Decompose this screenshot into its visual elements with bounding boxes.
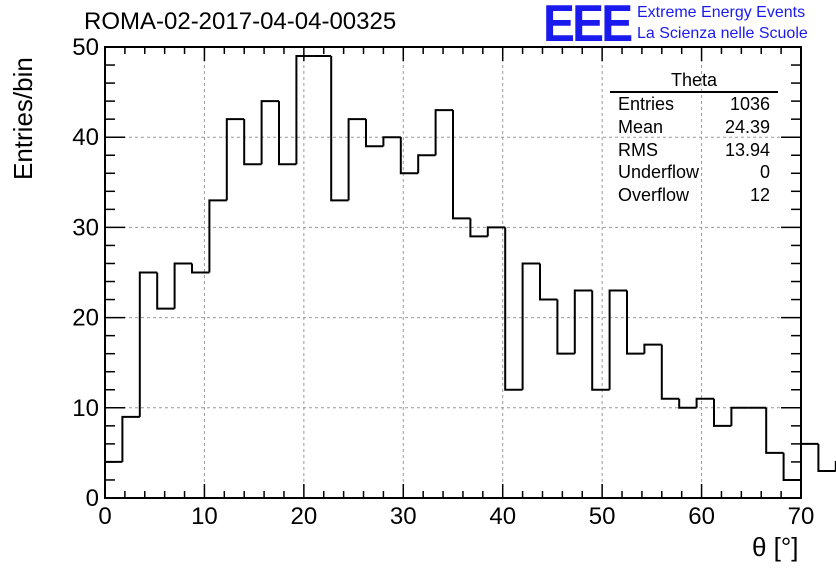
x-tick-label: 70 — [788, 503, 815, 530]
logo-line-2: La Scienza nelle Scuole — [637, 25, 808, 42]
histogram-bin — [678, 398, 697, 409]
plot-frame — [104, 46, 802, 499]
y-tick-label: 40 — [72, 124, 99, 151]
stats-value: 1036 — [729, 94, 770, 114]
histogram-bin — [208, 199, 227, 273]
stats-label: Overflow — [618, 185, 690, 206]
histogram-bin — [608, 289, 627, 390]
stats-value: 13.94 — [724, 139, 770, 160]
histogram-bin — [243, 119, 262, 166]
histogram-bin — [330, 56, 349, 202]
tick-labels: 0 10 20 30 40 50 60 70 0 10 20 30 40 50 — [72, 34, 814, 530]
y-tick-label: 30 — [72, 214, 99, 241]
x-tick-label: 30 — [390, 503, 417, 530]
histogram-bin — [156, 272, 175, 310]
stats-row: Mean 24.39 — [610, 116, 778, 139]
y-axis-label: Entries/bin — [8, 57, 38, 180]
histogram-bin — [643, 343, 662, 354]
stats-value: 0 — [759, 162, 770, 183]
histogram-bin — [591, 290, 610, 391]
x-tick-label: 0 — [98, 503, 111, 530]
histogram-bin — [817, 443, 836, 472]
histogram-bin — [191, 263, 210, 274]
histogram-bin — [260, 100, 279, 165]
histogram-bin — [121, 415, 140, 462]
histogram-bin — [295, 55, 314, 165]
y-tick-label: 20 — [72, 305, 99, 332]
stats-box: Theta Entries 1036 Mean 24.39 RMS 13.94 … — [610, 70, 778, 207]
x-tick-label: 20 — [291, 503, 318, 530]
histogram-bin — [573, 289, 593, 354]
x-tick-label: 50 — [589, 503, 616, 530]
stats-value: 12 — [749, 185, 770, 206]
x-axis-label: θ [°] — [752, 532, 799, 562]
stats-row: Underflow 0 — [610, 161, 778, 184]
histogram-bin — [382, 136, 401, 147]
histogram-bin — [556, 299, 575, 355]
histogram-bin — [138, 271, 158, 417]
histogram-bin — [365, 119, 384, 148]
histogram-bin — [417, 154, 436, 174]
histogram-bin — [782, 452, 801, 481]
histogram-bars — [104, 55, 836, 498]
histogram-bin — [434, 109, 453, 156]
histogram-bin — [225, 118, 245, 201]
x-tick-label: 10 — [191, 503, 218, 530]
x-tick-label: 40 — [489, 503, 516, 530]
stats-label: Mean — [618, 116, 664, 137]
stats-row: RMS 13.94 — [610, 139, 778, 162]
stats-label: Entries — [618, 94, 675, 114]
stats-value: 24.39 — [724, 116, 770, 137]
y-tick-label: 10 — [72, 395, 99, 422]
histogram-bin — [486, 226, 506, 237]
histogram-bin — [347, 118, 366, 201]
stats-row: Overflow 12 — [610, 184, 778, 207]
histogram-bin — [730, 406, 749, 426]
stats-label: RMS — [618, 139, 658, 160]
histogram-bin — [452, 110, 471, 220]
histogram-bin — [399, 137, 419, 175]
stats-row: Entries 1036 — [610, 93, 778, 116]
histogram-bin — [695, 397, 714, 408]
histogram-bin — [469, 218, 488, 238]
eee-logo: EEE — [543, 0, 633, 53]
histogram-bin — [521, 262, 540, 390]
histogram-bin — [660, 344, 680, 400]
y-tick-label: 50 — [72, 34, 99, 61]
histogram-bin — [539, 263, 558, 301]
histogram-bin — [626, 290, 645, 355]
stats-label: Underflow — [618, 162, 700, 183]
histogram-bin — [504, 227, 523, 391]
histogram-bin — [173, 262, 192, 309]
x-tick-label: 60 — [688, 503, 715, 530]
stats-divider — [610, 91, 778, 93]
y-tick-label: 0 — [86, 485, 99, 512]
stats-title: Theta — [670, 70, 718, 90]
logo-line-1: Extreme Energy Events — [637, 4, 806, 21]
histogram-bin — [800, 442, 819, 480]
histogram-bin — [713, 398, 732, 427]
chart-title: ROMA-02-2017-04-04-00325 — [84, 8, 397, 35]
histogram-bin — [278, 101, 297, 166]
histogram-bin — [765, 407, 784, 454]
